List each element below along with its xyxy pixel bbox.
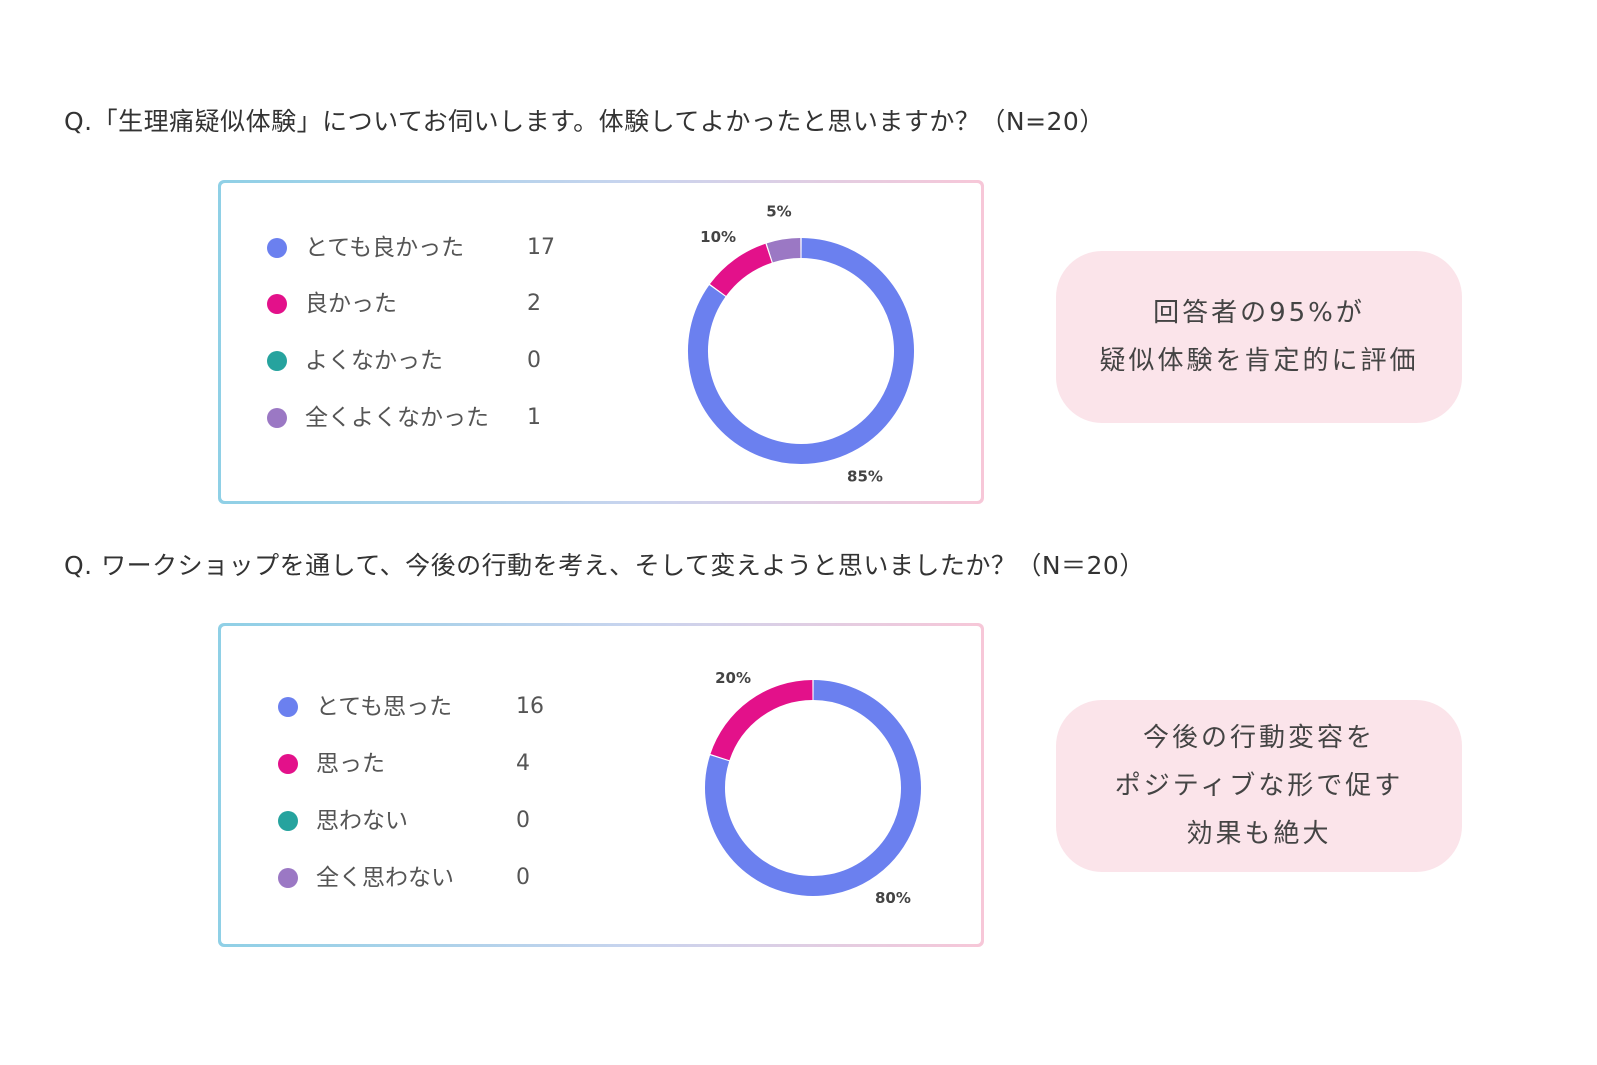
donut-chart-2: 80% 20% bbox=[705, 669, 921, 907]
callout-2: 今後の行動変容を ポジティブな形で促す 効果も絶大 bbox=[1056, 700, 1462, 872]
chart-2-legend-label: 思った bbox=[316, 751, 385, 777]
donut-percent-label: 20% bbox=[715, 669, 751, 687]
question-1-title: Q.「生理痛疑似体験」についてお伺いします。体験してよかったと思いますか？（N=… bbox=[64, 107, 1105, 136]
callout-2-line: 効果も絶大 bbox=[1186, 819, 1332, 850]
chart-1-legend-label: 良かった bbox=[305, 291, 397, 317]
donut-percent-label: 5% bbox=[766, 203, 791, 221]
legend-dot-icon bbox=[267, 351, 287, 371]
callout-2-line: ポジティブな形で促す bbox=[1114, 770, 1404, 801]
chart-1-legend-count: 17 bbox=[527, 235, 555, 260]
donut-segment-1 bbox=[705, 680, 921, 896]
donut-segment-1 bbox=[688, 238, 914, 464]
chart-2-legend-count: 16 bbox=[516, 694, 544, 719]
chart-2-legend-label: 全く思わない bbox=[316, 865, 454, 891]
chart-1-legend-label: よくなかった bbox=[305, 348, 443, 374]
legend-dot-icon bbox=[267, 294, 287, 314]
chart-1-legend-label: とても良かった bbox=[305, 235, 465, 261]
donut-percent-label: 85% bbox=[847, 468, 883, 486]
legend-dot-icon bbox=[278, 868, 298, 888]
donut-percent-label: 80% bbox=[875, 889, 911, 907]
callout-2-line: 今後の行動変容を bbox=[1142, 722, 1375, 753]
callout-1: 回答者の95%が 疑似体験を肯定的に評価 bbox=[1056, 251, 1462, 423]
donut-segment-4 bbox=[766, 238, 801, 263]
chart-2-legend-label: とても思った bbox=[316, 694, 453, 720]
legend-dot-icon bbox=[267, 408, 287, 428]
chart-1-legend-label: 全くよくなかった bbox=[305, 405, 489, 431]
chart-2-legend-label: 思わない bbox=[316, 808, 408, 834]
legend-dot-icon bbox=[278, 754, 298, 774]
callout-1-line: 疑似体験を肯定的に評価 bbox=[1099, 346, 1419, 376]
chart-1-legend: とても良かった 17 良かった 2 よくなかった 0 全くよくなかった 1 bbox=[221, 183, 981, 501]
legend-dot-icon bbox=[278, 811, 298, 831]
chart-2-legend-count: 4 bbox=[516, 751, 530, 776]
chart-2-legend-count: 0 bbox=[516, 808, 530, 833]
donut-segment-2 bbox=[709, 243, 773, 297]
chart-1-legend-count: 1 bbox=[527, 405, 541, 430]
donut-segment-2 bbox=[710, 680, 813, 761]
chart-2-legend: とても思った 16 思った 4 思わない 0 全く思わない 0 bbox=[221, 626, 981, 944]
donut-chart-1: 85% 10% 5% bbox=[688, 203, 914, 486]
question-2-title: Q. ワークショップを通して、今後の行動を考え、そして変えようと思いましたか？（… bbox=[64, 551, 1145, 580]
chart-card-2: とても思った 16 思った 4 思わない 0 全く思わない 0 80% 20% bbox=[218, 623, 984, 947]
chart-card-1: とても良かった 17 良かった 2 よくなかった 0 全くよくなかった 1 85… bbox=[218, 180, 984, 504]
donut-percent-label: 10% bbox=[700, 228, 736, 246]
chart-1-legend-count: 2 bbox=[527, 291, 541, 316]
legend-dot-icon bbox=[267, 238, 287, 258]
callout-1-line: 回答者の95%が bbox=[1153, 297, 1365, 328]
legend-dot-icon bbox=[278, 697, 298, 717]
chart-1-legend-count: 0 bbox=[527, 348, 541, 373]
chart-2-legend-count: 0 bbox=[516, 865, 530, 890]
